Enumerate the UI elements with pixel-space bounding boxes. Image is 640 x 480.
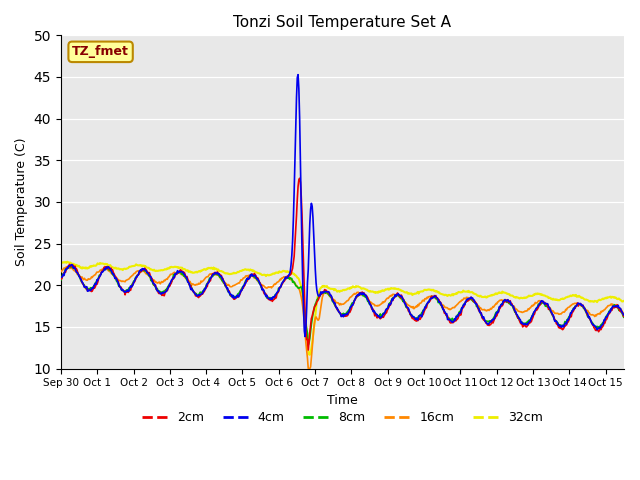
Text: TZ_fmet: TZ_fmet xyxy=(72,45,129,59)
Legend: 2cm, 4cm, 8cm, 16cm, 32cm: 2cm, 4cm, 8cm, 16cm, 32cm xyxy=(137,406,548,429)
Title: Tonzi Soil Temperature Set A: Tonzi Soil Temperature Set A xyxy=(234,15,451,30)
X-axis label: Time: Time xyxy=(327,394,358,407)
Y-axis label: Soil Temperature (C): Soil Temperature (C) xyxy=(15,138,28,266)
